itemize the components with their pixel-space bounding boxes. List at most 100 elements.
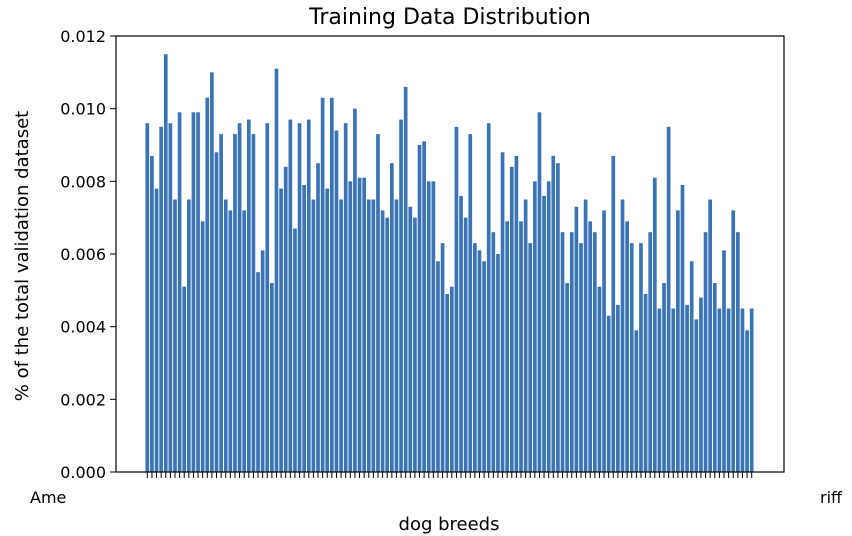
- bar: [376, 134, 380, 472]
- bar: [371, 199, 376, 472]
- bar: [699, 297, 703, 472]
- bar: [306, 119, 311, 472]
- bar: [736, 232, 740, 472]
- bar: [689, 261, 694, 472]
- bar: [745, 330, 749, 472]
- bar: [523, 199, 528, 472]
- bar: [611, 155, 616, 472]
- bar: [233, 134, 237, 472]
- bar: [445, 293, 450, 472]
- bar: [159, 126, 163, 472]
- bar: [676, 210, 680, 472]
- bar: [680, 184, 685, 472]
- bar: [242, 210, 247, 472]
- bar: [256, 272, 260, 472]
- bar: [191, 112, 196, 473]
- y-tick-label: 0.000: [60, 463, 106, 482]
- bar: [311, 199, 316, 472]
- bar: [708, 199, 713, 472]
- bars-group: [145, 54, 754, 473]
- bar: [173, 199, 177, 472]
- bar: [606, 315, 611, 472]
- bar: [385, 217, 390, 472]
- bar: [362, 177, 366, 472]
- bar: [666, 126, 671, 472]
- x-tick-label-first: Ame: [30, 488, 66, 507]
- bar: [468, 134, 473, 472]
- y-axis: 0.000 0.002 0.004 0.006 0.008 0.010 0.012: [60, 27, 116, 482]
- bar: [537, 112, 542, 473]
- bar: [260, 250, 265, 472]
- bar: [279, 188, 283, 472]
- x-axis: [146, 472, 753, 478]
- bar: [620, 199, 625, 472]
- bar: [625, 221, 629, 472]
- bar: [533, 181, 537, 472]
- bar: [316, 163, 320, 473]
- bar: [223, 199, 228, 472]
- bar: [145, 123, 150, 472]
- bar: [519, 221, 523, 472]
- bar: [288, 119, 293, 472]
- bar: [726, 308, 731, 472]
- bar: [246, 119, 251, 472]
- plot-frame: [115, 35, 785, 473]
- bar: [565, 283, 569, 472]
- bar: [380, 210, 385, 472]
- bar: [528, 243, 533, 472]
- bar: [459, 195, 463, 472]
- bar: [657, 308, 662, 472]
- bar: [339, 199, 343, 472]
- y-tick-label: 0.012: [60, 27, 106, 46]
- bar: [639, 243, 643, 472]
- bar: [496, 254, 500, 472]
- bar: [583, 199, 588, 472]
- bar: [150, 155, 154, 472]
- bar: [228, 210, 233, 472]
- bar: [196, 112, 200, 473]
- bar: [283, 166, 288, 473]
- bar: [463, 217, 468, 472]
- bar: [500, 152, 505, 472]
- bar: [560, 232, 565, 472]
- bar: [343, 123, 348, 472]
- bar: [214, 152, 219, 472]
- y-tick-label: 0.010: [60, 100, 106, 119]
- x-tick-label-last: riff: [820, 488, 843, 507]
- bar: [592, 232, 597, 472]
- bar: [163, 54, 168, 473]
- bar: [629, 243, 634, 472]
- bar: [486, 123, 491, 472]
- bar: [399, 119, 403, 472]
- bar: [454, 126, 459, 472]
- bar: [186, 199, 191, 472]
- bar: [542, 195, 546, 472]
- bar: [597, 286, 602, 472]
- y-tick-label: 0.002: [60, 390, 106, 409]
- bar: [449, 286, 454, 472]
- bar: [413, 217, 417, 472]
- bar: [671, 308, 676, 472]
- bar: [648, 232, 653, 472]
- bar: [251, 134, 256, 472]
- bar: [482, 261, 486, 472]
- bar: [574, 206, 579, 472]
- bar: [205, 97, 210, 473]
- bar: [722, 250, 726, 472]
- bar: [749, 308, 754, 472]
- bar: [394, 199, 399, 472]
- bar: [436, 261, 440, 472]
- bar: [389, 163, 394, 473]
- bar: [440, 243, 445, 472]
- bar: [426, 181, 431, 472]
- bar: [491, 232, 496, 472]
- bar: [408, 206, 413, 472]
- bar: [237, 123, 242, 472]
- bar: [270, 283, 274, 472]
- bar: [297, 123, 302, 472]
- bar: [703, 232, 708, 472]
- bar: [712, 283, 717, 472]
- bar: [182, 286, 187, 472]
- chart-title: Training Data Distribution: [308, 5, 591, 30]
